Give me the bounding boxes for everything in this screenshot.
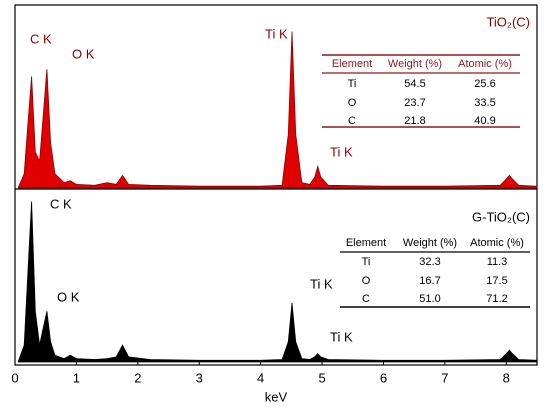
table-cell: 25.6 xyxy=(474,78,495,90)
peak-label: Ti K xyxy=(330,329,353,344)
spectrum-area xyxy=(17,31,538,189)
table-cell: 51.0 xyxy=(419,293,440,305)
series-label: TiO₂(C) xyxy=(486,14,530,29)
series-label: G-TiO₂(C) xyxy=(472,209,530,224)
table-header: Weight (%) xyxy=(403,237,457,249)
x-tick-label: 1 xyxy=(73,370,80,385)
table-cell: 33.5 xyxy=(474,97,495,109)
x-tick-label: 4 xyxy=(257,370,264,385)
table-header: Element xyxy=(332,58,372,70)
table-header: Atomic (%) xyxy=(458,58,512,70)
table-header: Element xyxy=(346,237,386,249)
peak-label: O K xyxy=(57,289,80,304)
x-tick-label: 2 xyxy=(134,370,141,385)
table-cell: 21.8 xyxy=(404,115,425,127)
table-cell: 16.7 xyxy=(419,275,440,287)
table-cell: 32.3 xyxy=(419,256,440,268)
peak-label: Ti K xyxy=(330,144,353,159)
table-header: Weight (%) xyxy=(388,58,442,70)
table-cell: O xyxy=(348,97,357,109)
table-cell: 40.9 xyxy=(474,115,495,127)
x-axis-label: keV xyxy=(265,389,288,404)
plot-frame xyxy=(14,4,538,366)
table-cell: 17.5 xyxy=(486,275,507,287)
table-cell: 23.7 xyxy=(404,97,425,109)
table-cell: C xyxy=(362,293,370,305)
table-cell: C xyxy=(348,115,356,127)
table-cell: 54.5 xyxy=(404,78,425,90)
spectrum-area xyxy=(17,201,538,363)
x-tick-label: 3 xyxy=(196,370,203,385)
peak-label: Ti K xyxy=(265,26,288,41)
table-cell: Ti xyxy=(348,78,357,90)
peak-label: O K xyxy=(72,46,95,61)
x-tick-label: 8 xyxy=(503,370,510,385)
peak-label: C K xyxy=(30,31,52,46)
x-tick-label: 5 xyxy=(318,370,325,385)
x-tick-label: 7 xyxy=(441,370,448,385)
x-tick-label: 0 xyxy=(11,370,18,385)
peak-label: Ti K xyxy=(310,276,333,291)
table-cell: Ti xyxy=(362,256,371,268)
table-header: Atomic (%) xyxy=(470,237,524,249)
table-cell: O xyxy=(362,275,371,287)
table-cell: 11.3 xyxy=(487,256,508,268)
peak-label: C K xyxy=(50,196,72,211)
table-cell: 71.2 xyxy=(486,293,507,305)
x-tick-label: 6 xyxy=(380,370,387,385)
